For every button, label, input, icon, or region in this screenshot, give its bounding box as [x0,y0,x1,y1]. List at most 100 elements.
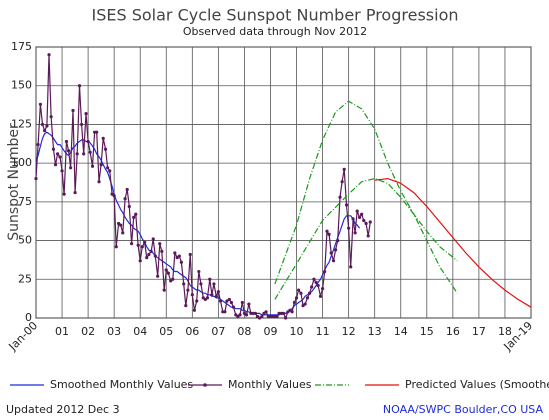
data-point [99,163,103,167]
data-point [121,231,125,235]
data-point [132,215,136,219]
data-point [240,300,244,305]
y-tick-label: 100 [11,156,32,169]
data-point [238,313,242,317]
data-point [162,288,166,292]
data-point [344,203,349,207]
data-point [188,252,192,257]
x-tick-label: 07 [211,325,225,338]
data-point [270,314,275,319]
data-point [312,277,316,281]
data-point [34,177,38,181]
data-point [195,299,199,303]
data-point [58,155,62,159]
data-point [186,288,190,292]
data-point [257,316,262,320]
data-point [275,314,279,319]
y-tick-label: 175 [11,40,32,53]
data-point [158,242,162,246]
x-tick-label: 13 [368,325,382,338]
data-point [368,220,372,224]
x-tick-label: 10 [290,325,304,338]
data-point [229,300,233,305]
data-point [53,163,58,167]
data-point [342,167,346,171]
data-point [366,234,370,238]
data-point [197,269,201,274]
data-point [106,166,110,170]
legend-label: Monthly Values [228,378,312,391]
legend-label: Predicted Values (Smoothed) [405,378,549,391]
data-point [277,311,281,315]
data-point [329,251,333,255]
data-point [166,271,170,275]
data-point [56,152,60,156]
data-point [49,115,53,119]
data-point [334,248,338,252]
data-point [42,129,47,133]
data-point [38,102,43,106]
data-point [62,192,66,196]
series-line [374,177,532,308]
data-point [160,249,164,254]
data-point [138,259,142,263]
data-point [281,311,286,315]
data-point [136,243,140,247]
data-point [227,297,231,302]
data-point [36,142,40,147]
data-point [253,311,257,315]
data-point [127,204,131,209]
data-point [173,251,177,255]
data-point [71,108,75,113]
data-point [64,139,69,144]
data-point [314,280,318,284]
y-tick-label: 25 [18,272,32,285]
data-point [338,195,342,199]
y-tick-label: 50 [18,234,32,247]
data-point [199,282,203,286]
data-point [69,166,73,170]
data-point [225,299,229,303]
data-point [190,293,194,297]
data-point [325,229,329,233]
data-point [60,169,64,173]
legend-marker [203,383,207,387]
data-point [164,268,168,272]
y-tick-label: 0 [25,311,32,324]
data-point [145,256,149,260]
data-point [244,313,249,317]
data-point [362,218,366,223]
data-point [130,242,134,246]
x-tick-label: 16 [446,325,460,338]
chart-title: ISES Solar Cycle Sunspot Number Progress… [92,6,459,25]
data-point [97,180,101,184]
data-point [340,180,344,184]
data-point [182,282,186,286]
y-tick-label: 75 [18,195,32,208]
data-point [357,215,362,219]
data-point [264,310,268,314]
x-tick-label: 05 [159,325,173,338]
data-point [320,286,325,291]
x-tick-label: 04 [133,325,147,338]
data-point [73,190,77,195]
data-point [184,304,188,308]
data-point [351,217,355,221]
data-point [40,122,45,127]
data-point [79,122,84,127]
data-point [84,111,88,116]
data-point [323,269,327,274]
data-point [112,194,116,198]
data-point [75,152,79,156]
x-tick-label: 18 [498,325,512,338]
data-point [299,291,303,295]
x-tick-label: 08 [237,325,251,338]
legend-label: Smoothed Monthly Values [50,378,193,391]
data-point [86,139,90,144]
data-point [177,254,181,258]
x-tick-label: 11 [316,325,330,338]
data-point [192,308,196,312]
data-point [149,249,153,254]
series-line [274,177,458,300]
